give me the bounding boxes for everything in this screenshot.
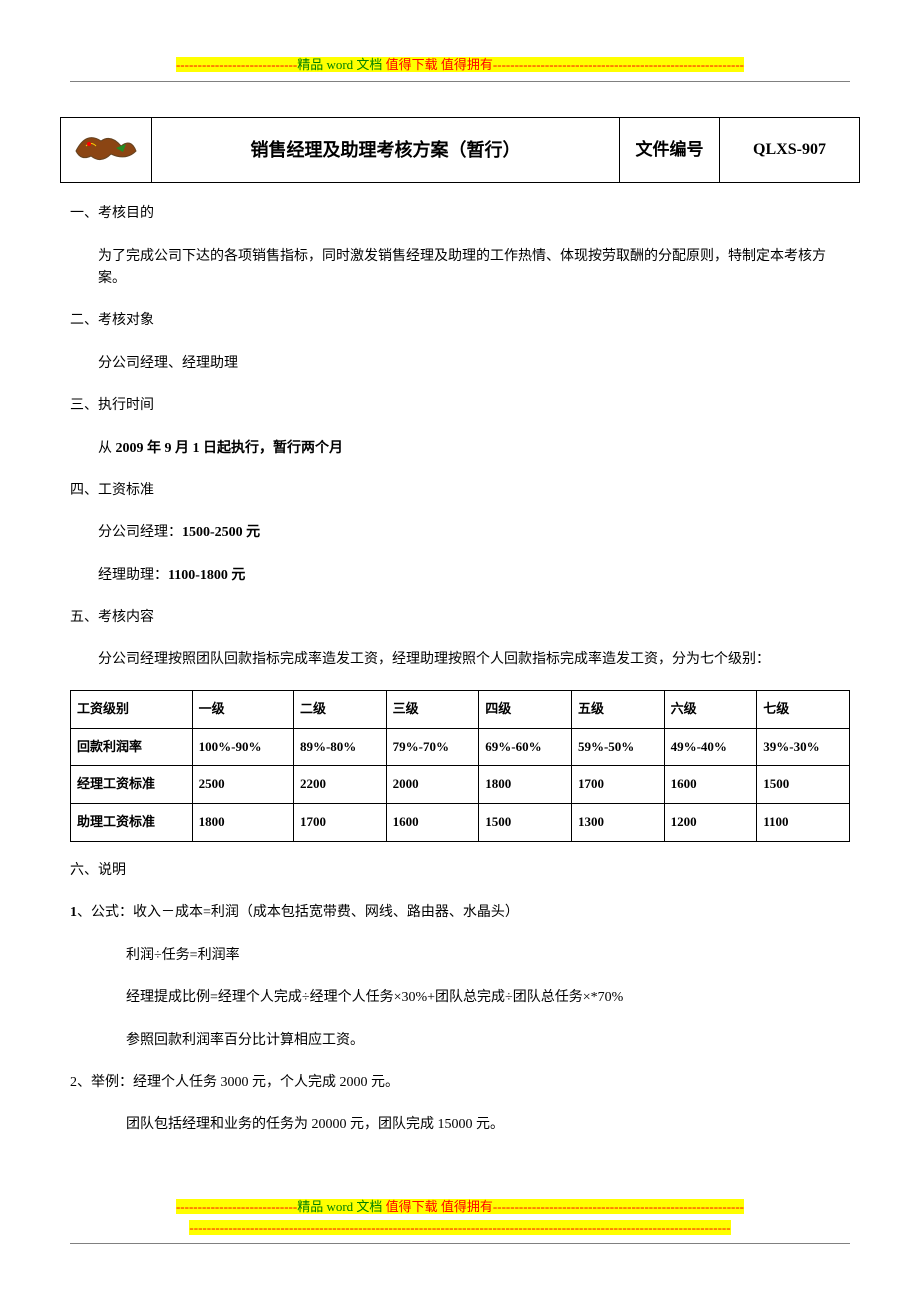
table-cell: 工资级别 [71, 690, 193, 728]
bottom-divider [70, 1243, 850, 1244]
document-body: 一、考核目的 为了完成公司下达的各项销售指标，同时激发销售经理及助理的工作热情、… [60, 203, 860, 1137]
table-cell: 100%-90% [192, 728, 293, 766]
top-banner: ----------------------------精品 word 文档 值… [0, 55, 920, 76]
table-row: 回款利润率 100%-90% 89%-80% 79%-70% 69%-60% 5… [71, 728, 850, 766]
salary-table: 工资级别 一级 二级 三级 四级 五级 六级 七级 回款利润率 100%-90%… [70, 690, 850, 842]
doc-title: 销售经理及助理考核方案（暂行） [152, 117, 620, 182]
table-cell: 七级 [757, 690, 850, 728]
banner-dashes-left: ---------------------------- [176, 57, 297, 72]
section-1-body: 为了完成公司下达的各项销售指标，同时激发销售经理及助理的工作热情、体现按劳取酬的… [98, 246, 850, 291]
section-3-title: 三、执行时间 [70, 395, 850, 417]
banner-dashes-right-2: ----------------------------------------… [493, 1199, 744, 1214]
section-6-2: 2、举例：经理个人任务 3000 元，个人完成 2000 元。 [70, 1072, 850, 1094]
section-4-mgr: 分公司经理：1500-2500 元 [98, 522, 850, 544]
table-cell: 2200 [293, 766, 386, 804]
table-cell: 1500 [757, 766, 850, 804]
s3-date: 2009 年 9 月 1 日起执行，暂行两个月 [116, 441, 344, 456]
table-cell: 回款利润率 [71, 728, 193, 766]
table-cell: 四级 [479, 690, 572, 728]
section-3-body: 从 2009 年 9 月 1 日起执行，暂行两个月 [98, 438, 850, 460]
section-5-title: 五、考核内容 [70, 607, 850, 629]
section-6-1: 1、公式：收入－成本=利润（成本包括宽带费、网线、路由器、水晶头） [70, 902, 850, 924]
table-cell: 三级 [386, 690, 479, 728]
table-cell: 1500 [479, 804, 572, 842]
table-cell: 49%-40% [664, 728, 757, 766]
table-cell: 六级 [664, 690, 757, 728]
section-6-1-line2: 利润÷任务=利润率 [126, 945, 850, 967]
section-5-body: 分公司经理按照团队回款指标完成率造发工资，经理助理按照个人回款指标完成率造发工资… [98, 649, 850, 671]
table-cell: 79%-70% [386, 728, 479, 766]
header-table: 销售经理及助理考核方案（暂行） 文件编号 QLXS-907 [60, 117, 860, 183]
table-cell: 二级 [293, 690, 386, 728]
banner-text-green: 精品 word 文档 [297, 57, 382, 72]
table-cell: 1700 [293, 804, 386, 842]
section-6-1-line4: 参照回款利润率百分比计算相应工资。 [126, 1030, 850, 1052]
s3-pre: 从 [98, 441, 116, 456]
s6-1-text: 、公式：收入－成本=利润（成本包括宽带费、网线、路由器、水晶头） [77, 905, 519, 920]
table-cell: 助理工资标准 [71, 804, 193, 842]
table-cell: 1300 [571, 804, 664, 842]
s4-ast-label: 经理助理： [98, 568, 168, 583]
banner-dashes-left-2: ---------------------------- [176, 1199, 297, 1214]
logo-icon [71, 126, 141, 166]
table-cell: 1100 [757, 804, 850, 842]
table-row: 助理工资标准 1800 1700 1600 1500 1300 1200 110… [71, 804, 850, 842]
table-row: 工资级别 一级 二级 三级 四级 五级 六级 七级 [71, 690, 850, 728]
table-cell: 2000 [386, 766, 479, 804]
table-cell: 一级 [192, 690, 293, 728]
table-cell: 1200 [664, 804, 757, 842]
section-2-title: 二、考核对象 [70, 310, 850, 332]
top-divider [70, 81, 850, 82]
table-cell: 2500 [192, 766, 293, 804]
logo-cell [61, 117, 152, 182]
section-6-1-line3: 经理提成比例=经理个人完成÷经理个人任务×30%+团队总完成÷团队总任务×*70… [126, 987, 850, 1009]
s4-mgr-val: 1500-2500 元 [182, 525, 260, 540]
banner-dashes-right: ----------------------------------------… [493, 57, 744, 72]
section-1-title: 一、考核目的 [70, 203, 850, 225]
table-cell: 经理工资标准 [71, 766, 193, 804]
doc-number: QLXS-907 [720, 117, 860, 182]
table-cell: 1800 [192, 804, 293, 842]
table-cell: 89%-80% [293, 728, 386, 766]
table-cell: 59%-50% [571, 728, 664, 766]
table-cell: 1700 [571, 766, 664, 804]
banner-text-green-2: 精品 word 文档 [297, 1199, 382, 1214]
s4-mgr-label: 分公司经理： [98, 525, 182, 540]
table-cell: 1800 [479, 766, 572, 804]
section-6-2-line2: 团队包括经理和业务的任务为 20000 元，团队完成 15000 元。 [126, 1114, 850, 1136]
banner-text-red: 值得下载 值得拥有 [382, 57, 493, 72]
bottom-banner-line2: ----------------------------------------… [189, 1220, 730, 1235]
s4-ast-val: 1100-1800 元 [168, 568, 245, 583]
section-6-title: 六、说明 [70, 860, 850, 882]
section-2-body: 分公司经理、经理助理 [98, 353, 850, 375]
s6-1-num: 1 [70, 905, 77, 920]
table-cell: 69%-60% [479, 728, 572, 766]
table-row: 经理工资标准 2500 2200 2000 1800 1700 1600 150… [71, 766, 850, 804]
table-cell: 39%-30% [757, 728, 850, 766]
table-cell: 1600 [386, 804, 479, 842]
banner-text-red-2: 值得下载 值得拥有 [382, 1199, 493, 1214]
section-4-title: 四、工资标准 [70, 480, 850, 502]
bottom-banner: ----------------------------精品 word 文档 值… [0, 1197, 920, 1239]
table-cell: 1600 [664, 766, 757, 804]
doc-label: 文件编号 [620, 117, 720, 182]
table-cell: 五级 [571, 690, 664, 728]
section-4-ast: 经理助理：1100-1800 元 [98, 565, 850, 587]
